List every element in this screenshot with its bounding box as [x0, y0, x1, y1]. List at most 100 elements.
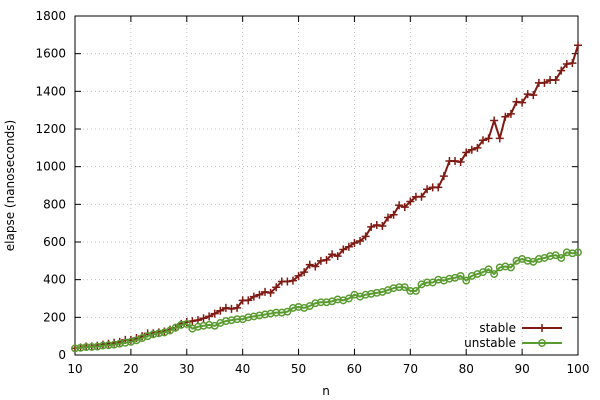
data-point-unstable: [344, 294, 353, 303]
x-tick-label: 30: [179, 362, 194, 376]
series-lines: [71, 41, 582, 353]
data-point-stable: [244, 296, 253, 305]
data-point-stable: [551, 76, 560, 85]
data-point-stable: [367, 222, 376, 231]
data-point-unstable: [400, 283, 409, 292]
data-point-unstable: [233, 315, 242, 324]
legend-marker-stable: [538, 324, 546, 332]
data-point-stable: [205, 312, 214, 321]
data-point-stable: [467, 145, 476, 154]
data-point-stable: [484, 134, 493, 143]
series-line-unstable: [74, 251, 579, 350]
data-point-stable: [473, 143, 482, 152]
data-point-stable: [389, 210, 398, 219]
y-tick-label: 1800: [35, 9, 66, 23]
y-tick-label: 800: [43, 197, 66, 211]
data-point-stable: [395, 201, 404, 210]
x-tick-label: 10: [67, 362, 82, 376]
data-point-stable: [574, 41, 582, 50]
data-point-stable: [490, 116, 499, 125]
y-tick-label: 400: [43, 273, 66, 287]
data-point-stable: [316, 256, 325, 265]
data-point-stable: [501, 112, 510, 121]
data-point-stable: [451, 157, 460, 166]
data-point-unstable: [98, 341, 107, 350]
data-point-stable: [328, 250, 337, 259]
data-point-stable: [300, 268, 309, 277]
data-point-stable: [350, 238, 359, 247]
data-point-stable: [557, 66, 566, 75]
data-point-stable: [333, 252, 342, 261]
x-tick-label: 80: [459, 362, 474, 376]
data-point-stable: [495, 134, 504, 143]
data-point-stable: [540, 78, 549, 87]
data-point-stable: [372, 221, 381, 230]
data-point-unstable: [456, 271, 465, 280]
legend-marker-unstable: [538, 339, 546, 347]
y-tick-label: 600: [43, 235, 66, 249]
data-point-unstable: [87, 342, 96, 351]
x-tick-label: 40: [235, 362, 250, 376]
data-point-stable: [210, 309, 219, 318]
x-tick-labels: 10 20 30 40 50 60 70 80 90 100: [67, 362, 589, 376]
y-tick-label: 1200: [35, 122, 66, 136]
data-point-stable: [523, 90, 532, 99]
data-point-unstable: [104, 341, 113, 350]
y-tick-labels: 0 200 400 600 800 1000 1200 1400 1600 1800: [35, 9, 66, 362]
y-axis-label: elapse (nanoseconds): [3, 120, 17, 251]
plot-frame: [74, 15, 579, 356]
data-point-stable: [322, 255, 331, 264]
data-point-unstable: [283, 307, 292, 316]
data-point-unstable: [316, 298, 325, 307]
y-tick-label: 1000: [35, 160, 66, 174]
x-tick-label: 70: [403, 362, 418, 376]
data-point-stable: [417, 192, 426, 201]
data-point-stable: [199, 314, 208, 323]
data-point-stable: [283, 277, 292, 286]
data-point-unstable: [423, 278, 432, 287]
data-point-unstable: [574, 248, 582, 257]
data-point-stable: [255, 290, 264, 299]
data-point-stable: [406, 197, 415, 206]
data-point-unstable: [490, 270, 499, 278]
y-tick-label: 200: [43, 310, 66, 324]
x-tick-label: 90: [514, 362, 529, 376]
data-point-stable: [356, 237, 365, 246]
data-point-stable: [568, 59, 577, 68]
data-point-stable: [439, 172, 448, 181]
data-point-stable: [512, 97, 521, 106]
data-point-unstable: [71, 344, 79, 353]
data-point-unstable: [272, 308, 281, 317]
data-point-unstable: [395, 283, 404, 292]
series-unstable: [71, 248, 582, 353]
data-point-unstable: [506, 263, 515, 272]
data-point-unstable: [406, 287, 415, 295]
data-point-stable: [529, 91, 538, 100]
data-point-stable: [344, 242, 353, 251]
y-tick-label: 1400: [35, 84, 66, 98]
data-point-stable: [456, 157, 465, 166]
data-point-stable: [266, 288, 275, 297]
data-point-stable: [518, 98, 527, 107]
data-point-stable: [261, 287, 270, 296]
data-point-stable: [462, 148, 471, 157]
data-point-stable: [339, 245, 348, 254]
data-point-stable: [434, 183, 443, 192]
data-point-stable: [400, 203, 409, 212]
x-axis-label: n: [322, 384, 330, 398]
data-point-stable: [478, 136, 487, 145]
legend-label-stable: stable: [479, 321, 516, 335]
data-point-stable: [361, 232, 370, 241]
x-tick-label: 50: [291, 362, 306, 376]
data-point-stable: [378, 221, 387, 230]
data-point-stable: [423, 185, 432, 194]
x-tick-label: 100: [567, 362, 590, 376]
y-tick-label: 0: [58, 348, 66, 362]
x-tick-label: 60: [347, 362, 362, 376]
data-point-stable: [233, 303, 242, 312]
data-point-stable: [311, 262, 320, 271]
y-tick-label: 1600: [35, 47, 66, 61]
data-point-unstable: [484, 265, 493, 274]
x-tick-label: 20: [123, 362, 138, 376]
